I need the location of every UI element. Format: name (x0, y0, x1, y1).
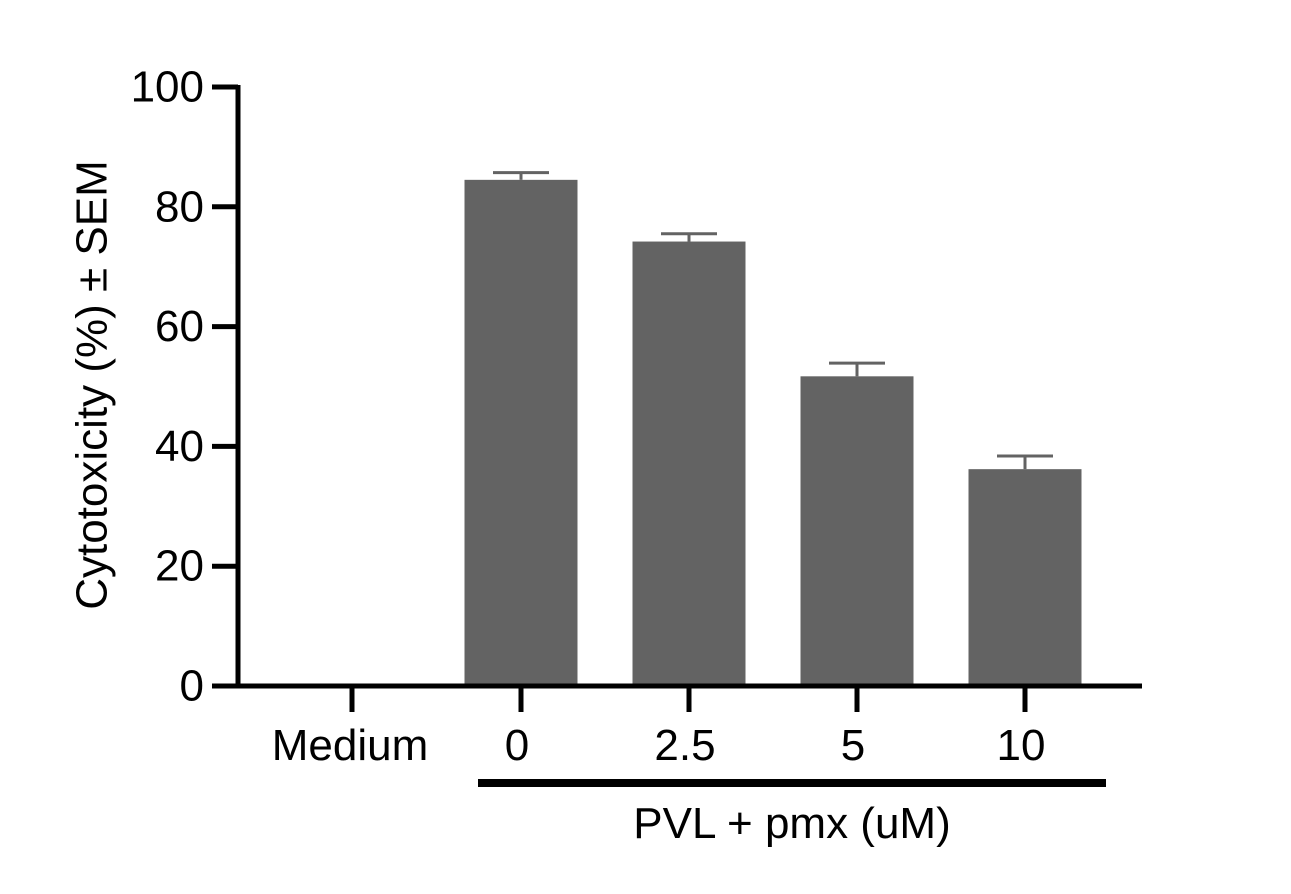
y-ticks: 0 20 40 60 80 100 (131, 63, 238, 711)
y-tick-label: 100 (131, 63, 204, 112)
x-tick-label: 2.5 (654, 721, 715, 770)
group-label: PVL + pmx (uM) (633, 799, 950, 848)
bar-0 (464, 179, 578, 686)
y-tick-label: 80 (155, 182, 204, 231)
y-tick-label: 40 (155, 422, 204, 471)
x-tick-label: 10 (997, 721, 1046, 770)
y-tick-label: 60 (155, 302, 204, 351)
bar-5 (800, 376, 914, 686)
bar-2.5 (632, 241, 746, 687)
y-tick-label: 20 (155, 542, 204, 591)
x-tick-label: 5 (841, 721, 865, 770)
x-tick-label: Medium (272, 721, 429, 770)
y-axis-title: Cytotoxicity (%) ± SEM (68, 160, 117, 610)
x-tick-label: 0 (505, 721, 529, 770)
bar-10 (968, 469, 1082, 686)
x-ticks: Medium 0 2.5 5 10 (272, 686, 1046, 770)
y-tick-label: 0 (180, 662, 204, 711)
bars-layer (464, 179, 1082, 687)
error-bars-layer (493, 171, 1053, 470)
